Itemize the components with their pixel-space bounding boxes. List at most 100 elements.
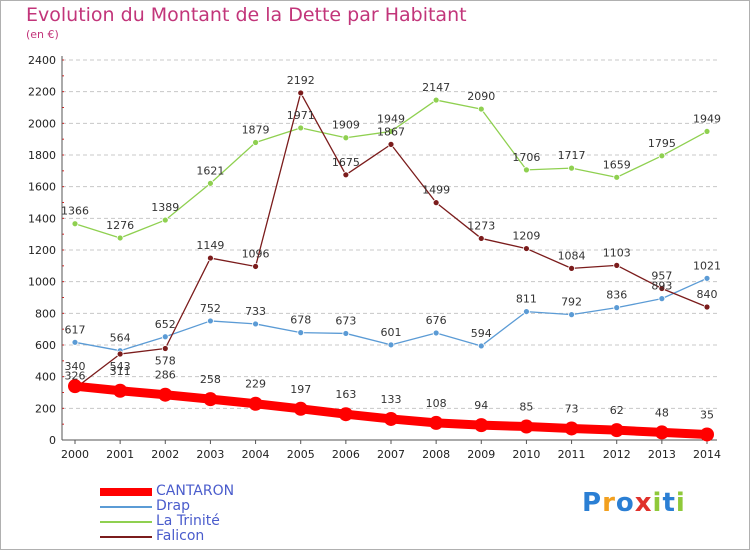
x-tick-label: 2002 [151,448,179,461]
chart-legend: CANTARON Drap La Trinité Falicon [100,484,234,544]
data-label: 1949 [377,112,405,125]
data-label: 73 [565,402,579,415]
data-point [248,396,263,411]
data-point [477,342,485,350]
y-tick-label: 2200 [28,86,56,99]
data-point [161,333,169,341]
data-label: 1795 [648,137,676,150]
data-point [71,338,79,346]
data-label: 957 [651,269,672,282]
data-point [432,199,440,207]
chart-title: Evolution du Montant de la Dette par Hab… [26,4,467,26]
logo-letter: i [675,488,686,518]
legend-item: La Trinité [100,514,234,529]
data-label: 1867 [377,125,405,138]
x-tick-label: 2011 [558,448,586,461]
data-point [658,152,666,160]
legend-swatch [100,487,152,496]
data-point [568,311,575,319]
data-label: 652 [155,318,176,331]
data-label: 62 [610,404,624,417]
x-tick-label: 2003 [196,448,224,461]
y-tick-label: 800 [35,307,56,320]
data-label: 1273 [467,219,495,232]
data-label: 594 [471,327,492,340]
data-label: 673 [335,314,356,327]
data-point [71,220,79,228]
data-point [432,329,440,337]
data-label: 601 [381,326,402,339]
data-label: 678 [290,314,311,327]
data-point [293,401,308,416]
data-label: 1971 [287,109,315,122]
data-point [703,303,711,311]
y-tick-label: 2000 [28,117,56,130]
data-label: 1209 [512,230,540,243]
data-label: 1675 [332,156,360,169]
data-point [252,263,259,270]
line-chart: 0 200 400 600 800 1000 1200 1400 1600 1800 2000 220… [28,54,721,461]
legend-label: La Trinité [156,513,220,529]
data-point [523,308,530,315]
data-point [613,304,621,312]
x-tick-label: 2009 [467,448,495,461]
legend-swatch [100,505,152,508]
data-label: 1499 [422,184,450,197]
data-point [429,415,444,430]
x-tick-label: 2000 [61,448,89,461]
data-label: 2192 [287,74,315,87]
data-point [207,317,214,325]
data-label: 326 [65,369,86,382]
data-point [338,407,353,422]
y-tick-label: 0 [49,434,56,447]
data-point [116,350,124,358]
data-point [564,421,579,436]
data-label: 48 [655,406,669,419]
data-label: 133 [381,393,402,406]
data-point [252,320,259,328]
data-point [387,140,395,148]
y-tick-label: 600 [35,339,56,352]
legend-item: CANTARON [100,484,234,499]
data-point [703,128,711,135]
x-tick-label: 2008 [422,448,450,461]
data-label: 543 [110,360,131,373]
data-label: 197 [290,383,311,396]
data-point [342,171,350,179]
data-point [207,254,214,262]
data-label: 108 [426,397,447,410]
y-tick-label: 1800 [28,149,56,162]
logo-letter: t [662,488,676,518]
chart-unit-label: (en €) [26,28,59,41]
data-label: 2147 [422,81,450,94]
data-label: 163 [335,388,356,401]
data-label: 1084 [558,249,586,262]
data-point [700,427,714,442]
data-label: 1706 [512,151,540,164]
data-point [477,235,485,242]
x-tick-label: 2007 [377,448,405,461]
data-label: 1366 [61,205,89,218]
y-tick-label: 1600 [28,181,56,194]
x-tick-label: 2012 [603,448,631,461]
data-label: 94 [474,399,488,412]
data-label: 85 [519,401,533,414]
x-tick-label: 2004 [242,448,270,461]
data-point [387,341,395,349]
y-tick-label: 2400 [28,54,56,67]
logo-letter: P [582,488,603,518]
data-point [523,245,530,252]
x-tick-label: 2005 [287,448,315,461]
data-point [609,423,624,438]
proxiti-logo: Proxiti [582,488,686,518]
legend-swatch [100,520,152,523]
legend-swatch [100,535,152,538]
logo-letter: x [634,488,653,518]
data-label: 340 [65,360,86,373]
data-point [523,166,530,174]
data-label: 578 [155,354,176,367]
data-point [158,387,173,402]
data-label: 733 [245,305,266,318]
data-label: 1021 [693,259,721,272]
data-label: 258 [200,373,221,386]
